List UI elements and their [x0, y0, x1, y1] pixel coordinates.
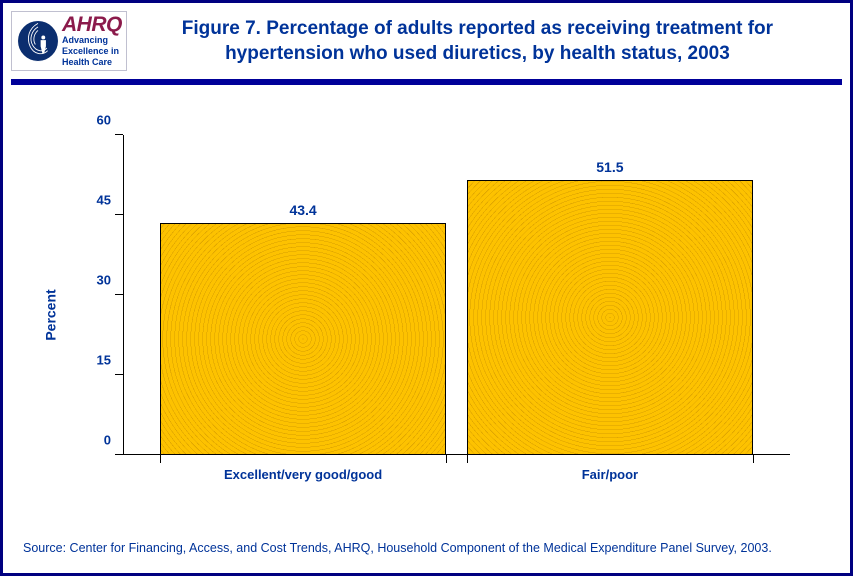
y-axis	[123, 135, 124, 455]
bar-value-label: 43.4	[289, 202, 316, 218]
ahrq-tagline-2: Excellence in	[62, 47, 122, 57]
chart: Percent 01530456043.4Excellent/very good…	[43, 135, 810, 495]
x-tick	[467, 455, 468, 463]
x-tick	[753, 455, 754, 463]
y-tick	[115, 134, 123, 135]
x-category-label: Excellent/very good/good	[224, 467, 382, 482]
y-tick-label: 45	[97, 192, 111, 207]
plot-area: 01530456043.4Excellent/very good/good51.…	[123, 135, 790, 455]
source-text: Source: Center for Financing, Access, an…	[23, 541, 830, 555]
ahrq-wordmark: AHRQ	[62, 14, 122, 35]
y-tick-label: 15	[97, 352, 111, 367]
x-tick	[446, 455, 447, 463]
figure-title: Figure 7. Percentage of adults reported …	[137, 11, 838, 66]
header-rule	[11, 79, 842, 85]
ahrq-tagline-1: Advancing	[62, 36, 122, 46]
y-tick-label: 30	[97, 272, 111, 287]
bar: 51.5	[467, 180, 754, 455]
hhs-logo-icon	[16, 19, 60, 63]
x-tick	[160, 455, 161, 463]
y-tick-label: 0	[104, 432, 111, 447]
y-tick-label: 60	[97, 112, 111, 127]
figure-container: AHRQ Advancing Excellence in Health Care…	[0, 0, 853, 576]
y-tick	[115, 214, 123, 215]
ahrq-tagline-3: Health Care	[62, 58, 122, 68]
y-tick	[115, 454, 123, 455]
y-axis-label: Percent	[43, 289, 59, 340]
logo-block: AHRQ Advancing Excellence in Health Care	[11, 11, 127, 71]
y-tick	[115, 294, 123, 295]
x-category-label: Fair/poor	[582, 467, 638, 482]
bar: 43.4	[160, 223, 447, 454]
ahrq-logo: AHRQ Advancing Excellence in Health Care	[62, 14, 122, 68]
bar-value-label: 51.5	[596, 159, 623, 175]
header: AHRQ Advancing Excellence in Health Care…	[3, 3, 850, 71]
y-tick	[115, 374, 123, 375]
